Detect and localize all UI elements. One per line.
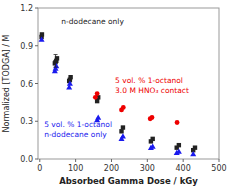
annotation: 5 vol. % 1-octanol: [115, 76, 183, 85]
x-tick-label: 500: [211, 164, 226, 173]
circle-point: [175, 120, 180, 125]
x-tick: [75, 159, 76, 162]
plot-frame: [38, 8, 219, 159]
y-tick-label: 0.9: [20, 42, 33, 51]
square-point: [121, 125, 125, 129]
square-point: [68, 75, 72, 79]
y-tick-label: 0.3: [20, 117, 33, 126]
x-tick-label: 400: [176, 164, 191, 173]
square-point: [40, 32, 44, 36]
square-point: [177, 143, 181, 147]
triangle-point: [176, 148, 182, 153]
y-tick-label: 0.6: [20, 80, 33, 89]
x-tick: [39, 159, 40, 162]
chart: 0 100 200 300 400 500 0.0 0.3 0.6 0.9 1.2 Absorbed …: [0, 0, 229, 189]
triangle-point: [95, 114, 101, 119]
annotation: 3.0 M HNO₃ contact: [115, 86, 189, 95]
square-point: [150, 137, 154, 141]
circle-point: [121, 105, 126, 110]
y-tick: [35, 45, 38, 46]
annotation: n-dodecane only: [61, 17, 124, 26]
x-tick-label: 0: [37, 164, 42, 173]
y-tick: [35, 8, 38, 9]
x-tick-label: 100: [68, 164, 83, 173]
triangle-point: [67, 81, 73, 86]
y-tick-label: 1.2: [20, 4, 33, 13]
x-tick-label: 300: [140, 164, 155, 173]
triangle-point: [120, 133, 126, 138]
annotation: 5 vol. % 1-octanol: [44, 120, 112, 129]
plot-area: [39, 32, 198, 156]
x-tick: [147, 159, 148, 162]
y-tick: [35, 83, 38, 84]
circle-point: [95, 91, 100, 96]
y-axis-label: Normalized [TODGA] / M: [2, 34, 11, 132]
triangle-point: [39, 36, 45, 41]
y-tick: [35, 159, 38, 160]
x-tick-label: 200: [104, 164, 119, 173]
square-point: [119, 129, 123, 133]
x-tick: [183, 159, 184, 162]
x-axis-label: Absorbed Gamma Dose / kGy: [59, 176, 198, 186]
error-bar: [54, 55, 58, 68]
triangle-point: [150, 143, 156, 148]
y-tick: [35, 121, 38, 122]
x-tick: [111, 159, 112, 162]
annotation: n-dodecane only: [44, 130, 107, 139]
square-point: [193, 145, 197, 149]
x-tick: [219, 159, 220, 162]
circle-point: [150, 115, 155, 120]
y-tick-label: 0.0: [20, 155, 33, 164]
triangle-point: [190, 151, 196, 156]
